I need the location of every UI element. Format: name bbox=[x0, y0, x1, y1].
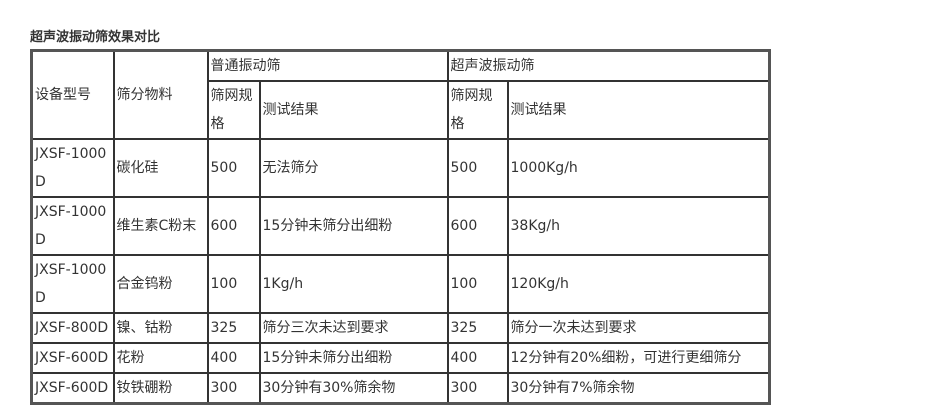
cell-material: 钕铁硼粉 bbox=[112, 372, 209, 405]
table-row: JXSF-800D 镍、钴粉 325 筛分三次未达到要求 325 筛分一次未达到要求 bbox=[30, 312, 771, 344]
cell-ultra-result: 1000Kg/h bbox=[506, 138, 771, 198]
cell-normal-mesh: 325 bbox=[206, 312, 261, 344]
cell-ultra-mesh: 325 bbox=[446, 312, 509, 344]
table-row: JXSF-1000D 维生素C粉末 600 15分钟未筛分出细粉 600 38Kg/h bbox=[30, 196, 771, 256]
cell-ultra-result: 120Kg/h bbox=[506, 254, 771, 314]
cell-normal-mesh: 400 bbox=[206, 342, 261, 374]
cell-ultra-result: 筛分一次未达到要求 bbox=[506, 312, 771, 344]
cell-material: 花粉 bbox=[112, 342, 209, 374]
cell-model: JXSF-1000D bbox=[30, 254, 115, 314]
cell-normal-result: 30分钟有30%筛余物 bbox=[258, 372, 449, 405]
header-material: 筛分物料 bbox=[112, 49, 209, 140]
table-row: JXSF-1000D 合金钨粉 100 1Kg/h 100 120Kg/h bbox=[30, 254, 771, 314]
cell-normal-mesh: 600 bbox=[206, 196, 261, 256]
comparison-table: 设备型号 筛分物料 普通振动筛 超声波振动筛 筛网规格 测试结果 筛网规格 测试… bbox=[30, 49, 771, 405]
cell-ultra-result: 30分钟有7%筛余物 bbox=[506, 372, 771, 405]
header-ultra-result: 测试结果 bbox=[506, 80, 771, 140]
cell-normal-result: 无法筛分 bbox=[258, 138, 449, 198]
header-ultrasonic-screen: 超声波振动筛 bbox=[446, 49, 771, 82]
cell-material: 镍、钴粉 bbox=[112, 312, 209, 344]
table-row: JXSF-600D 花粉 400 15分钟未筛分出细粉 400 12分钟有20%细粉，可进… bbox=[30, 342, 771, 374]
header-normal-screen: 普通振动筛 bbox=[206, 49, 449, 82]
cell-normal-result: 筛分三次未达到要求 bbox=[258, 312, 449, 344]
cell-ultra-result: 12分钟有20%细粉，可进行更细筛分 bbox=[506, 342, 771, 374]
header-normal-mesh: 筛网规格 bbox=[206, 80, 261, 140]
cell-material: 维生素C粉末 bbox=[112, 196, 209, 256]
cell-normal-result: 15分钟未筛分出细粉 bbox=[258, 342, 449, 374]
cell-ultra-result: 38Kg/h bbox=[506, 196, 771, 256]
cell-ultra-mesh: 500 bbox=[446, 138, 509, 198]
cell-material: 碳化硅 bbox=[112, 138, 209, 198]
header-normal-result: 测试结果 bbox=[258, 80, 449, 140]
cell-normal-mesh: 500 bbox=[206, 138, 261, 198]
cell-material: 合金钨粉 bbox=[112, 254, 209, 314]
cell-model: JXSF-1000D bbox=[30, 138, 115, 198]
cell-model: JXSF-600D bbox=[30, 342, 115, 374]
cell-model: JXSF-800D bbox=[30, 312, 115, 344]
cell-normal-result: 15分钟未筛分出细粉 bbox=[258, 196, 449, 256]
table-row: JXSF-600D 钕铁硼粉 300 30分钟有30%筛余物 300 30分钟有7%筛余物 bbox=[30, 372, 771, 405]
header-model: 设备型号 bbox=[30, 49, 115, 140]
cell-ultra-mesh: 300 bbox=[446, 372, 509, 405]
cell-normal-mesh: 300 bbox=[206, 372, 261, 405]
header-row: 设备型号 筛分物料 普通振动筛 超声波振动筛 bbox=[30, 49, 771, 140]
header-subrow: 筛网规格 测试结果 筛网规格 测试结果 bbox=[32, 80, 771, 140]
cell-model: JXSF-1000D bbox=[30, 196, 115, 256]
section-title: 超声波振动筛效果对比 bbox=[30, 30, 161, 45]
header-ultra-mesh: 筛网规格 bbox=[446, 80, 509, 140]
cell-normal-result: 1Kg/h bbox=[258, 254, 449, 314]
table-row: JXSF-1000D 碳化硅 500 无法筛分 500 1000Kg/h bbox=[30, 138, 771, 198]
cell-ultra-mesh: 400 bbox=[446, 342, 509, 374]
cell-ultra-mesh: 600 bbox=[446, 196, 509, 256]
cell-model: JXSF-600D bbox=[30, 372, 115, 405]
cell-ultra-mesh: 100 bbox=[446, 254, 509, 314]
cell-normal-mesh: 100 bbox=[206, 254, 261, 314]
